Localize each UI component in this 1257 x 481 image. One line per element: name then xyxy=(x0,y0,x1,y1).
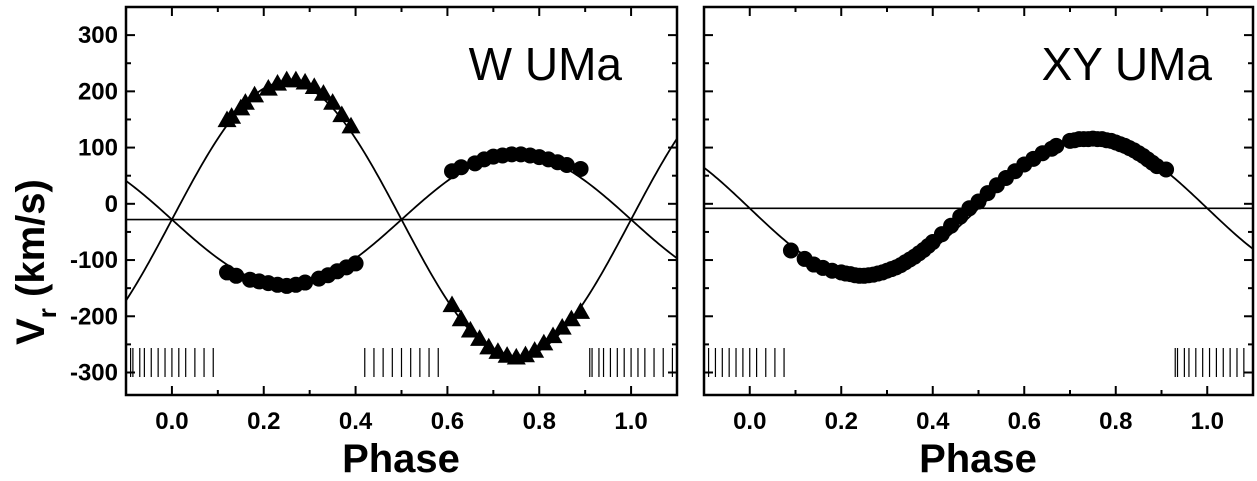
x-tick-label: 0.6 xyxy=(431,408,464,435)
panel-title: W UMa xyxy=(469,38,623,90)
circle-marker xyxy=(558,157,575,174)
y-tick-label: 200 xyxy=(78,78,118,105)
fit-curves xyxy=(125,80,678,359)
circle-marker xyxy=(572,160,589,177)
y-axis-title: Vr (km/s) xyxy=(9,179,62,345)
triangle-marker xyxy=(543,326,563,344)
x-tick-label: 0.2 xyxy=(247,408,280,435)
circle-marker xyxy=(1048,137,1065,154)
axis-ticks: 0.0 0.2 0.4 0.6 0.8 1.0 xyxy=(703,7,1254,435)
y-tick-label: -300 xyxy=(70,360,118,387)
observation-ticks xyxy=(129,348,674,377)
triangle-marker xyxy=(258,79,278,96)
circle-marker xyxy=(297,274,314,291)
x-tick-label: 0.2 xyxy=(825,408,858,435)
x-tick-label: 0.4 xyxy=(916,408,950,435)
triangle-marker xyxy=(341,116,361,134)
triangle-marker xyxy=(515,345,535,363)
x-tick-label: 0.0 xyxy=(155,408,188,435)
triangle-marker xyxy=(304,77,324,94)
data-markers xyxy=(217,70,591,365)
triangle-marker xyxy=(332,105,352,123)
triangle-marker xyxy=(451,309,471,327)
y-tick-label: -200 xyxy=(70,303,118,330)
circle-marker xyxy=(228,267,245,284)
x-tick-label: 1.0 xyxy=(1191,408,1224,435)
triangle-marker xyxy=(222,107,242,124)
circle-marker xyxy=(1158,161,1175,178)
circle-marker xyxy=(347,255,364,272)
x-tick-label: 1.0 xyxy=(614,408,647,435)
triangle-marker xyxy=(245,85,265,103)
circle-marker xyxy=(782,242,799,259)
y-axis-title-sub: r xyxy=(32,308,62,318)
triangle-marker xyxy=(313,84,333,101)
triangle-marker xyxy=(460,320,480,338)
axis-ticks: 0.0 0.2 0.4 0.6 0.8 1.0 -300 -200 -100 0 100 200 300 xyxy=(70,7,678,435)
x-tick-label: 0.6 xyxy=(1008,408,1041,435)
triangle-marker xyxy=(470,329,490,346)
y-tick-label: 300 xyxy=(78,22,118,49)
triangle-marker xyxy=(571,302,591,319)
triangle-marker xyxy=(561,309,581,327)
triangle-marker xyxy=(235,93,255,110)
x-tick-label: 0.0 xyxy=(733,408,766,435)
circle-marker xyxy=(453,159,470,176)
data-markers xyxy=(782,130,1175,284)
y-tick-label: 0 xyxy=(105,191,118,218)
panel-title: XY UMa xyxy=(1042,38,1213,90)
triangle-marker xyxy=(534,333,554,351)
triangle-marker xyxy=(442,295,462,313)
x-axis-title: Phase xyxy=(919,437,1037,481)
x-tick-label: 0.8 xyxy=(523,408,556,435)
x-tick-label: 0.4 xyxy=(339,408,373,435)
y-axis-title-main: V xyxy=(9,318,53,345)
panel-xy-uma: 0.0 0.2 0.4 0.6 0.8 1.0 XY UMa Phase xyxy=(702,5,1255,481)
x-tick-label: 0.8 xyxy=(1099,408,1132,435)
fit-curve-2 xyxy=(125,152,678,287)
x-axis-title: Phase xyxy=(342,437,460,481)
panel-w-uma: 0.0 0.2 0.4 0.6 0.8 1.0 -300 -200 -100 0 100 200 300… xyxy=(70,5,679,481)
y-tick-label: -100 xyxy=(70,247,118,274)
triangle-marker xyxy=(525,341,545,358)
triangle-marker xyxy=(552,318,572,335)
observation-ticks xyxy=(707,348,1245,377)
y-tick-label: 100 xyxy=(78,135,118,162)
y-axis-title-rest: (km/s) xyxy=(9,179,53,308)
triangle-marker xyxy=(323,93,343,110)
